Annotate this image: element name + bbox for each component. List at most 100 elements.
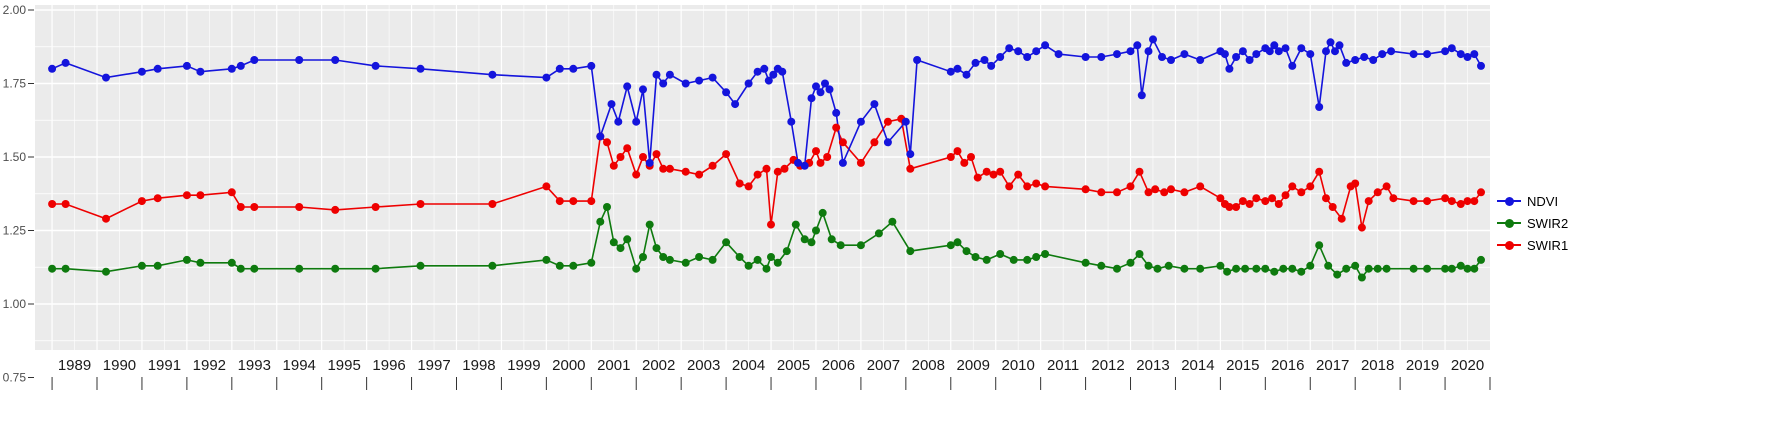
data-point-swir1 [616,153,625,161]
data-point-ndvi [623,82,632,91]
data-point-swir2 [137,261,146,270]
data-point-swir1 [1180,188,1189,197]
x-axis-label: 2006 [822,357,855,374]
x-axis-label: 2010 [1001,357,1034,374]
data-point-swir2 [1097,261,1106,270]
data-point-swir1 [623,144,632,153]
x-axis-label: 2014 [1181,357,1214,374]
data-point-ndvi [295,56,304,64]
data-point-ndvi [1023,53,1032,61]
data-point-ndvi [1326,38,1335,47]
y-axis-label: 2.00 [3,3,27,17]
data-point-ndvi [1265,47,1274,56]
data-point-swir1 [780,164,789,173]
legend-label-swir1: SWIR1 [1527,237,1569,253]
data-point-swir1 [1281,191,1290,200]
x-axis-label: 2017 [1316,357,1349,374]
x-axis-label: 1997 [417,357,450,374]
data-point-swir2 [665,255,674,264]
data-point-ndvi [137,67,146,76]
data-point-swir1 [1151,185,1160,194]
x-axis-label: 1994 [283,357,316,374]
data-point-ndvi [870,100,879,109]
x-axis-label: 1995 [327,357,360,374]
x-axis-label: 2019 [1406,357,1439,374]
data-point-swir1 [1288,182,1297,191]
data-point-swir2 [1023,255,1032,264]
data-point-ndvi [953,64,962,73]
data-point-swir2 [1126,258,1135,267]
data-point-swir1 [1041,182,1050,191]
data-point-ndvi [48,64,57,73]
data-point-swir1 [1477,188,1485,197]
data-point-swir2 [1153,264,1162,273]
x-axis-label: 1999 [507,357,540,374]
data-point-swir1 [762,164,771,173]
data-point-swir2 [827,235,836,244]
data-point-swir1 [1232,203,1241,211]
data-point-ndvi [996,53,1005,61]
data-point-swir1 [1167,185,1175,194]
x-axis-label: 1996 [372,357,405,374]
data-point-swir1 [996,167,1005,176]
data-point-swir2 [1342,264,1351,273]
data-point-ndvi [659,79,668,88]
data-point-ndvi [980,56,989,64]
data-point-swir2 [1470,264,1479,273]
data-point-ndvi [1041,41,1050,50]
data-point-ndvi [1144,47,1153,56]
data-point-ndvi [695,76,704,85]
data-point-ndvi [821,79,829,88]
data-point-swir2 [632,264,641,273]
data-point-ndvi [722,88,731,97]
data-point-swir1 [989,170,998,179]
data-point-ndvi [901,117,910,126]
data-point-swir1 [1373,188,1382,197]
data-point-swir1 [982,167,991,176]
data-point-swir1 [1297,188,1306,197]
y-axis-label: 1.50 [3,150,27,164]
data-point-swir2 [1463,264,1472,273]
data-point-swir2 [609,238,618,247]
data-point-ndvi [1158,53,1166,61]
data-point-swir2 [1164,261,1173,270]
x-axis-label: 2012 [1091,357,1124,374]
x-axis-label: 2004 [732,357,765,374]
data-point-swir1 [1014,170,1023,179]
data-point-swir1 [102,214,110,223]
data-point-swir1 [816,158,825,167]
data-point-ndvi [1126,47,1135,56]
data-point-ndvi [645,158,654,167]
data-point-ndvi [1014,47,1023,56]
data-point-swir2 [681,258,690,267]
data-point-swir1 [137,197,146,206]
x-axis-label: 1990 [103,357,136,374]
data-point-ndvi [760,64,769,73]
data-point-swir2 [807,238,816,247]
x-axis-label: 2000 [552,357,585,374]
data-point-ndvi [1331,47,1339,56]
data-point-swir2 [1351,261,1360,270]
data-point-ndvi [1133,41,1142,50]
data-point-swir2 [836,241,845,250]
x-axis-label: 1991 [148,357,181,374]
data-point-ndvi [555,64,564,73]
data-point-ndvi [906,150,915,159]
data-point-ndvi [1225,64,1234,73]
data-point-swir2 [416,261,425,270]
data-point-swir1 [708,161,717,170]
data-point-swir1 [182,191,191,200]
data-point-swir1 [639,153,647,161]
data-point-swir1 [973,173,982,182]
data-point-ndvi [596,132,605,141]
data-point-swir2 [1279,264,1288,273]
data-point-swir2 [1364,264,1373,273]
data-point-ndvi [331,56,340,64]
data-point-swir1 [1337,214,1346,223]
data-point-swir2 [735,253,744,261]
data-point-swir1 [767,220,775,229]
data-point-swir1 [1382,182,1391,191]
data-point-swir1 [1126,182,1135,191]
data-point-swir2 [196,258,205,267]
data-point-ndvi [1378,50,1387,59]
